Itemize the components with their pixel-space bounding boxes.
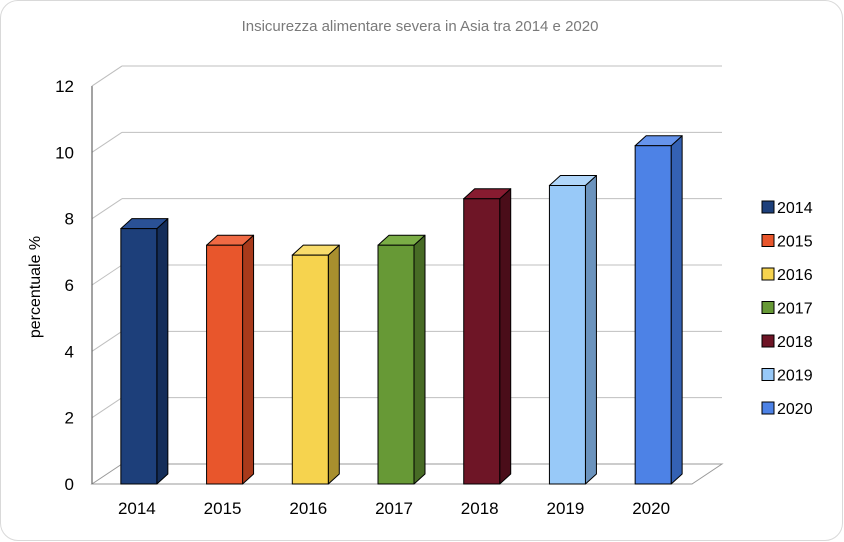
legend-item-2016: 2016	[761, 267, 813, 284]
bar-side	[327, 244, 340, 485]
bar-side	[242, 234, 255, 485]
wall-edge	[91, 65, 123, 87]
y-tick-label: 8	[65, 210, 74, 229]
legend-swatch	[761, 334, 775, 348]
bars	[120, 135, 683, 485]
x-tick-label: 2019	[547, 499, 585, 518]
bar-2014	[120, 218, 169, 485]
legend-item-2018: 2018	[761, 334, 813, 351]
bar-2020	[634, 135, 683, 485]
legend-swatch	[761, 401, 775, 415]
bar-2015	[206, 234, 255, 485]
bar-side	[670, 135, 683, 485]
legend-swatch	[761, 267, 775, 281]
bar-side	[413, 234, 426, 485]
gridline-depth	[91, 264, 123, 286]
legend-label: 2018	[777, 334, 813, 351]
y-tick-label: 4	[65, 342, 74, 361]
bar-2019	[548, 175, 597, 485]
bar-2016	[291, 244, 340, 485]
bar-2018	[463, 188, 512, 485]
x-tick-labels: 2014 2015 2016 2017 2018 2019 2020	[118, 499, 670, 518]
y-tick-label: 10	[55, 143, 74, 162]
bar-side	[499, 188, 512, 485]
legend-item-2015: 2015	[761, 234, 813, 251]
legend-item-2017: 2017	[761, 301, 813, 318]
bar-front	[463, 198, 501, 485]
x-tick-label: 2018	[461, 499, 499, 518]
x-tick-label: 2014	[118, 499, 156, 518]
legend-swatch	[761, 234, 775, 247]
bar-front	[548, 185, 586, 485]
gridline-depth	[91, 131, 123, 153]
bar-side	[584, 175, 597, 485]
x-tick-label: 2017	[375, 499, 413, 518]
legend-label: 2020	[777, 401, 813, 418]
legend-item-2019: 2019	[761, 368, 813, 385]
gridline-depth	[91, 330, 123, 352]
x-tick-label: 2015	[204, 499, 242, 518]
y-tick-label: 0	[65, 475, 74, 494]
bar-front	[377, 244, 415, 485]
gridline-depth	[91, 397, 123, 419]
legend-swatch	[761, 200, 775, 214]
bar-front	[291, 254, 329, 485]
x-tick-label: 2016	[289, 499, 327, 518]
y-tick-labels: 0 2 4 6 8 10 12	[55, 77, 74, 494]
legend-swatch	[761, 301, 775, 314]
legend-label: 2014	[777, 200, 813, 217]
legend: 2014 2015 2016 2017 2018 2019 2020	[761, 200, 813, 418]
chart-title: Insicurezza alimentare severa in Asia tr…	[242, 18, 599, 35]
legend-label: 2017	[777, 301, 813, 318]
bar-2017	[377, 234, 426, 485]
gridline-depth	[91, 198, 123, 220]
legend-label: 2019	[777, 368, 813, 385]
legend-item-2020: 2020	[761, 401, 813, 418]
legend-label: 2016	[777, 267, 813, 284]
legend-label: 2015	[777, 234, 813, 251]
y-tick-label: 2	[65, 409, 74, 428]
bar-front	[120, 228, 158, 485]
bar-side	[156, 218, 169, 485]
legend-item-2014: 2014	[761, 200, 813, 217]
bar-front	[634, 145, 672, 485]
x-tick-label: 2020	[632, 499, 670, 518]
legend-swatch	[761, 368, 775, 381]
bar-front	[206, 244, 244, 485]
y-tick-label: 12	[55, 77, 74, 96]
y-axis-label: percentuale %	[27, 236, 44, 338]
y-tick-label: 6	[65, 276, 74, 295]
